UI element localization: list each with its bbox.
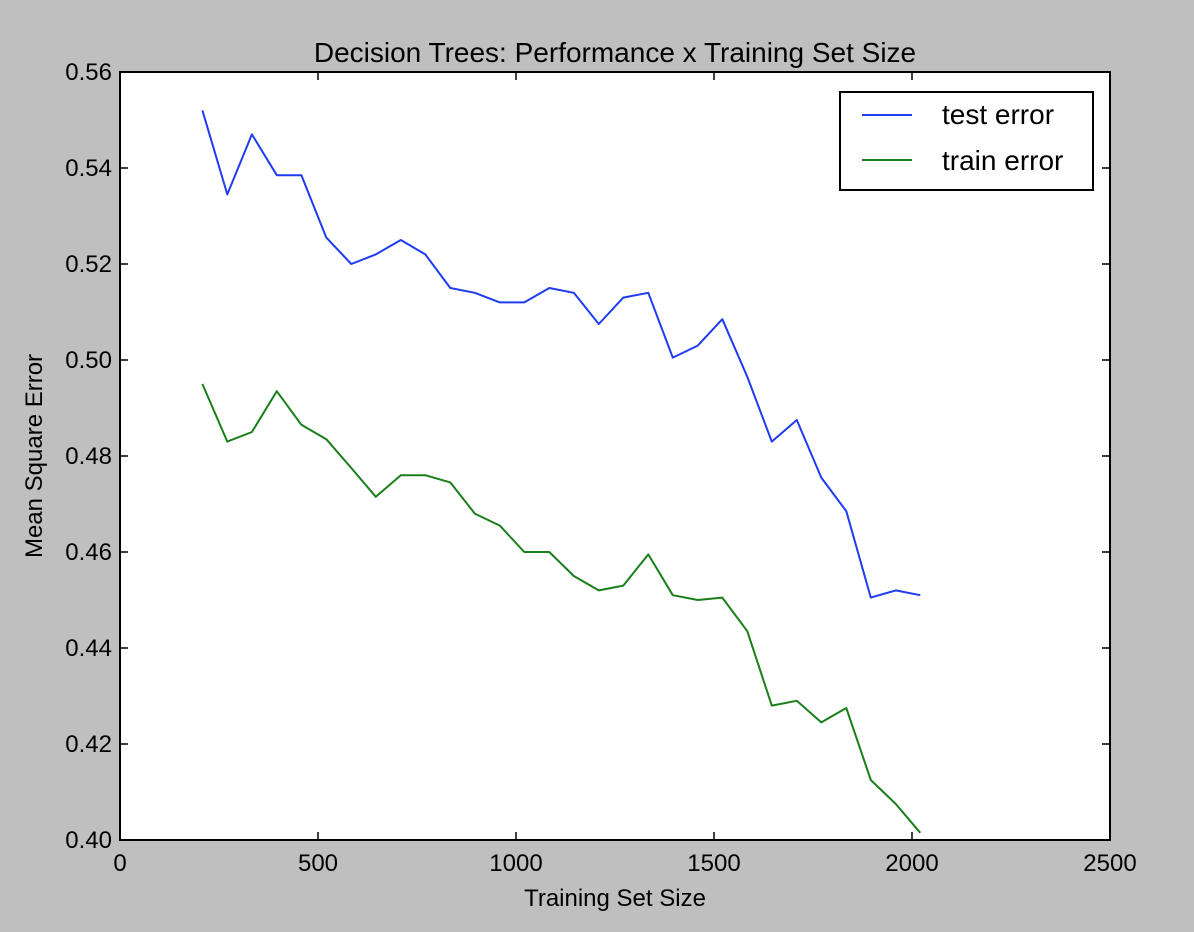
series-line-test-error	[201, 110, 921, 599]
y-tick-label: 0.46	[65, 539, 112, 566]
y-axis-label: Mean Square Error	[21, 354, 48, 558]
y-tick-label: 0.40	[65, 827, 112, 854]
y-tick-label: 0.56	[65, 59, 112, 86]
y-tick-label: 0.48	[65, 443, 112, 470]
y-tick-label: 0.52	[65, 251, 112, 278]
legend-label-test-error: test error	[942, 99, 1054, 130]
x-tick-label: 2500	[1083, 850, 1136, 877]
x-tick-label: 1500	[687, 850, 740, 877]
plot-area	[119, 71, 1111, 841]
x-tick-label: 500	[298, 850, 338, 877]
x-tick-label: 1000	[489, 850, 542, 877]
legend: test error train error	[839, 91, 1094, 191]
y-tick-label: 0.44	[65, 635, 112, 662]
series-lines	[201, 110, 922, 834]
axis-ticks: 0 500 1000 1500 2000 2500 0.40 0.42 0.44 0.46 0.48…	[65, 59, 1136, 877]
x-axis-label: Training Set Size	[524, 885, 706, 912]
y-tick-label: 0.50	[65, 347, 112, 374]
legend-label-train-error: train error	[942, 145, 1063, 176]
x-tick-label: 0	[113, 850, 126, 877]
chart-title: Decision Trees: Performance x Training S…	[314, 37, 916, 68]
y-tick-label: 0.54	[65, 155, 112, 182]
y-tick-label: 0.42	[65, 731, 112, 758]
x-tick-label: 2000	[885, 850, 938, 877]
series-line-train-error	[201, 383, 922, 834]
legend-box	[839, 91, 1094, 191]
